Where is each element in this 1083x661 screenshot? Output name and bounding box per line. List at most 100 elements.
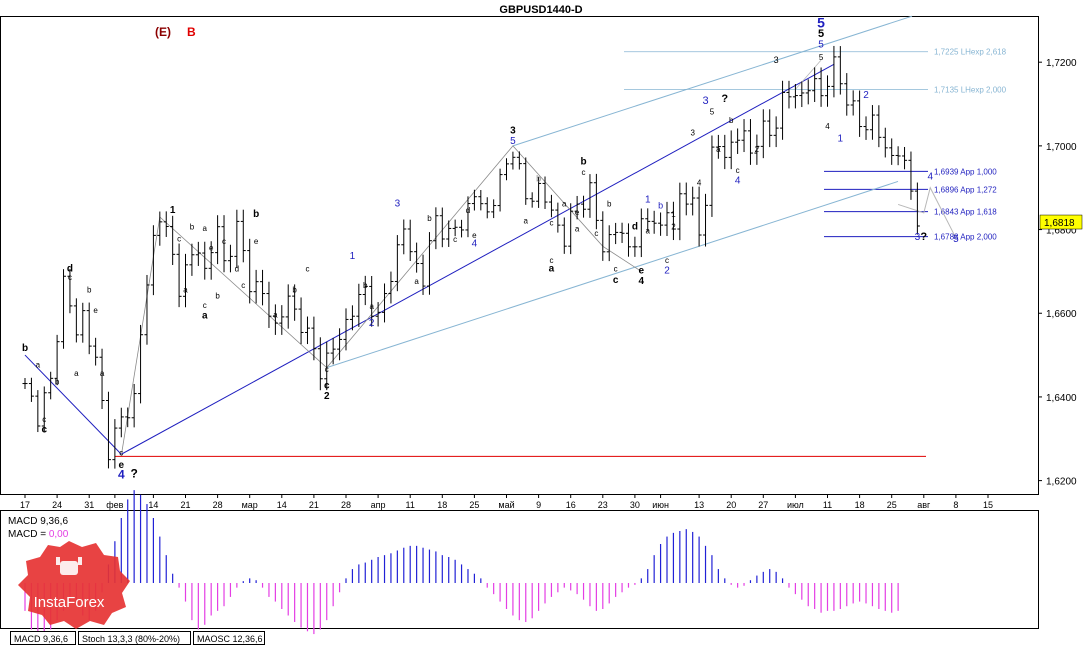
ohlc-bar xyxy=(632,236,638,257)
wave-label: 5 xyxy=(953,234,959,245)
wave-label: c xyxy=(42,415,46,424)
fib-level-label: 1,6843 App 1,618 xyxy=(934,208,997,217)
ohlc-bar xyxy=(548,194,554,218)
wave-label: a xyxy=(36,361,41,370)
ohlc-bar xyxy=(324,341,330,391)
ohlc-bar xyxy=(144,274,150,345)
wave-label: 1 xyxy=(170,205,176,216)
wave-label: 3 xyxy=(774,55,779,65)
ohlc-bar xyxy=(28,377,34,402)
x-tick-label: июн xyxy=(652,500,669,510)
wave-label: c xyxy=(305,264,309,273)
x-tick-label: 8 xyxy=(953,500,958,510)
wave-label: a xyxy=(562,200,567,209)
ohlc-bar xyxy=(407,219,413,261)
ohlc-bar xyxy=(426,232,432,295)
ohlc-bar xyxy=(510,151,516,170)
ohlc-bar xyxy=(317,337,323,391)
wave-label: a xyxy=(183,285,188,294)
wave-label: b xyxy=(55,377,60,386)
macd-label-2-prefix: MACD = xyxy=(8,529,49,540)
ohlc-bar xyxy=(516,151,522,170)
ohlc-bar xyxy=(696,186,702,247)
wave-label: b xyxy=(190,223,195,232)
ohlc-bar xyxy=(831,45,837,98)
ohlc-bar xyxy=(459,219,465,238)
x-tick-label: 20 xyxy=(726,500,736,510)
wave-label: c xyxy=(594,229,598,238)
x-tick-label: 31 xyxy=(84,500,94,510)
ohlc-bar xyxy=(99,348,105,410)
wave-label: 2 xyxy=(671,223,676,232)
wave-label: b xyxy=(363,281,368,290)
wave-label: 3 xyxy=(702,95,708,107)
ohlc-bar xyxy=(780,80,786,140)
wave-label: e xyxy=(93,306,98,315)
fib-level-label: 1,6939 App 1,000 xyxy=(934,167,997,176)
ohlc-bar xyxy=(709,135,715,217)
x-tick-label: 15 xyxy=(983,500,993,510)
wave-label: b xyxy=(607,200,612,209)
x-tick-label: 17 xyxy=(20,500,30,510)
x-tick-label: 13 xyxy=(694,500,704,510)
ohlc-bar xyxy=(247,238,253,304)
ohlc-bar xyxy=(722,134,728,170)
ohlc-bar xyxy=(433,207,439,250)
wave-label: b xyxy=(87,285,92,294)
ohlc-bar xyxy=(484,197,490,219)
lower-channel-line xyxy=(326,180,899,369)
logo-text: InstaForex xyxy=(34,594,105,611)
ohlc-bar xyxy=(805,79,811,105)
wave-label: b xyxy=(427,214,432,223)
wave-label: b xyxy=(253,209,259,220)
wave-label: 4 xyxy=(735,176,741,187)
tab-macd[interactable]: MACD 9,36,6 xyxy=(10,631,76,645)
ohlc-bar xyxy=(260,269,266,306)
ohlc-bar xyxy=(792,83,798,109)
ohlc-bar xyxy=(651,210,657,234)
ohlc-bar xyxy=(735,128,741,154)
tab-maosc[interactable]: MAOSC 12,36,6 xyxy=(193,631,265,645)
x-tick-label: 25 xyxy=(469,500,479,510)
wave-label: a xyxy=(203,224,208,233)
x-tick-label: май xyxy=(498,500,514,510)
ohlc-bar xyxy=(690,186,696,216)
ohlc-bar xyxy=(240,209,246,263)
tab-stoch[interactable]: Stoch 13,3,3 (80%-20%) xyxy=(78,631,191,645)
wave-label: c xyxy=(203,301,207,310)
wave-label: 2 xyxy=(863,90,869,101)
indicator-tab-bar: MACD 9,36,6 Stoch 13,3,3 (80%-20%) MAOSC… xyxy=(0,629,1083,647)
x-tick-label: 27 xyxy=(758,500,768,510)
ohlc-bar xyxy=(330,337,336,365)
wave-label: c xyxy=(68,273,72,282)
ohlc-bar xyxy=(908,151,914,200)
ohlc-bar xyxy=(227,244,233,273)
ohlc-bar xyxy=(41,386,47,433)
ohlc-bar xyxy=(311,316,317,361)
wave-label: c xyxy=(549,218,553,227)
ohlc-bar xyxy=(195,241,201,266)
wave-label: c xyxy=(453,235,457,244)
ohlc-bar xyxy=(799,81,805,108)
ohlc-bar xyxy=(523,157,529,205)
y-tick-label: 1,7000 xyxy=(1046,142,1077,153)
wave-label: 5 xyxy=(817,14,825,30)
ohlc-bar xyxy=(670,201,676,241)
chart-title: GBPUSD1440-D xyxy=(499,4,582,16)
ohlc-bar xyxy=(452,219,458,237)
ohlc-bar xyxy=(606,225,612,262)
ohlc-bar xyxy=(183,253,188,308)
wave-label: 4 xyxy=(118,468,125,482)
ohlc-bar xyxy=(471,189,477,211)
ohlc-bar xyxy=(568,203,574,255)
wave-label: 2 xyxy=(369,318,375,329)
wave-label: d xyxy=(632,222,638,233)
ohlc-bar xyxy=(362,275,368,306)
wave-label: c xyxy=(613,275,619,286)
blue-trend-line xyxy=(121,63,835,455)
y-tick-label: 1,6600 xyxy=(1046,309,1077,320)
x-tick-label: 25 xyxy=(887,500,897,510)
wave-label: d xyxy=(466,206,470,215)
wave-label: a xyxy=(100,369,105,378)
ohlc-bar xyxy=(22,378,28,390)
